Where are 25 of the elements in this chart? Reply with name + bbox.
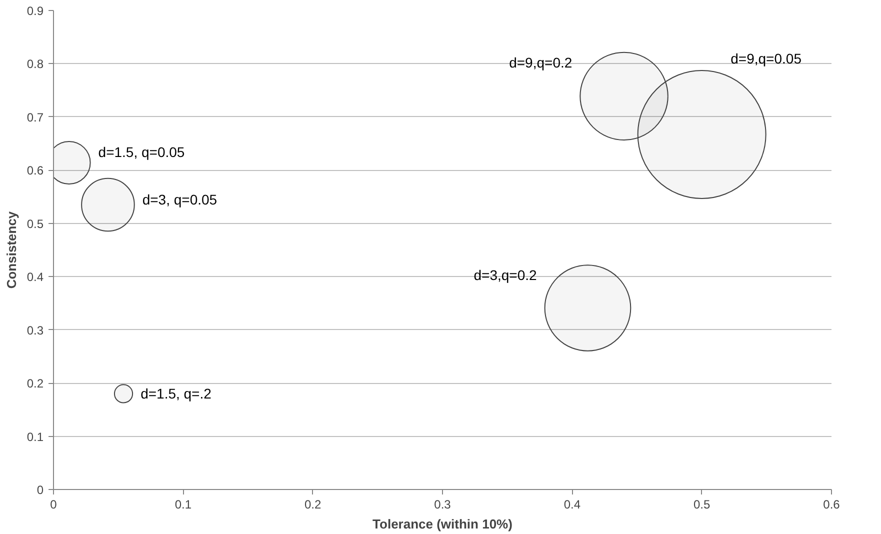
x-tick-label: 0: [50, 498, 58, 512]
y-tick-label: 0.1: [26, 430, 44, 444]
series-label: d=3, q=0.05: [142, 191, 218, 208]
series-label: d=9,q=0.05: [730, 50, 802, 67]
y-tick-label: 0.7: [26, 110, 44, 124]
y-tick-label: 0.8: [26, 57, 44, 72]
x-tick-label: 0.2: [304, 498, 322, 512]
y-axis-title: Consistency: [4, 210, 19, 289]
y-tick-label: 0.2: [26, 376, 44, 391]
series-label: d=3,q=0.2: [474, 266, 538, 283]
x-tick-label: 0.5: [693, 498, 710, 512]
x-tick-label: 0.1: [174, 498, 192, 512]
x-axis-title: Tolerance (within 10%): [372, 516, 512, 532]
x-tick-label: 0.6: [823, 498, 840, 512]
y-tick-label: 0: [36, 483, 44, 497]
series-label: d=1.5, q=0.05: [98, 144, 185, 160]
series-label: d=9,q=0.2: [509, 54, 572, 70]
y-tick-label: 0.3: [26, 323, 44, 338]
y-tick-label: 0.6: [26, 164, 44, 178]
y-tick-label: 0.9: [26, 4, 44, 18]
y-tick-label: 0.4: [26, 270, 44, 284]
x-tick-label: 0.3: [434, 498, 452, 512]
x-tick-label: 0.4: [564, 498, 581, 512]
y-tick-label: 0.5: [26, 216, 44, 231]
series-label: d=1.5, q=.2: [140, 386, 212, 402]
